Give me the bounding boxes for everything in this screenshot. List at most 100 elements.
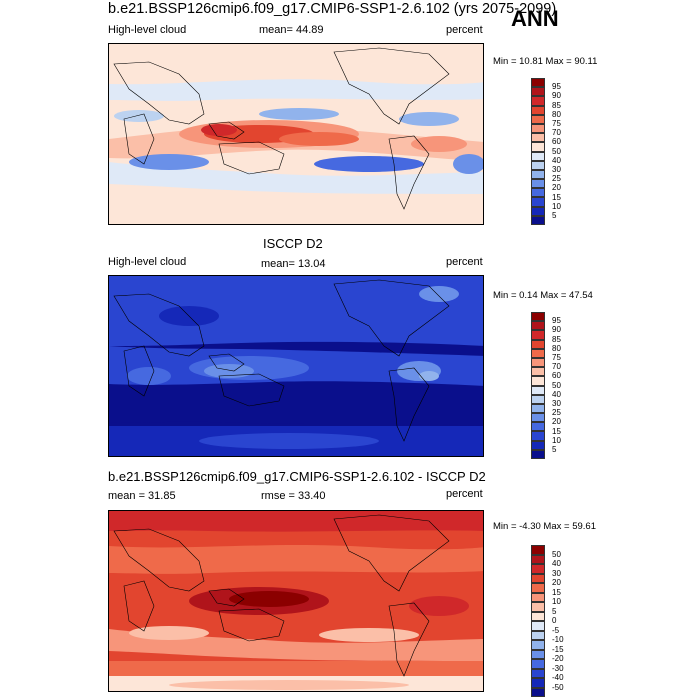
season-label: ANN [511, 6, 559, 31]
colorbar-segment [531, 96, 545, 106]
colorbar-label: 20 [552, 417, 561, 427]
colorbar-segment [531, 348, 545, 358]
panel3-map [108, 510, 484, 692]
colorbar-segment [531, 583, 545, 593]
panel2-heading: ISCCP D2 [263, 236, 323, 251]
colorbar-segment [531, 188, 545, 198]
panel2-variable: High-level cloud [108, 256, 187, 268]
panel1-mean: mean= 44.89 [259, 24, 324, 36]
colorbar-segment [531, 123, 545, 134]
colorbar-label: 75 [552, 353, 561, 362]
colorbar-label: 50 [552, 549, 561, 559]
colorbar-label: 30 [552, 399, 561, 408]
colorbar-segment [531, 312, 545, 322]
colorbar-label: 10 [552, 597, 561, 606]
colorbar-label: 25 [552, 174, 561, 184]
panel3-colorbar [531, 545, 545, 697]
colorbar-segment [531, 545, 545, 555]
panel3-units: percent [446, 488, 483, 500]
colorbar-label: 15 [552, 587, 561, 597]
colorbar-segment [531, 169, 545, 180]
colorbar-segment [531, 367, 545, 377]
colorbar-label: 40 [552, 389, 561, 399]
colorbar-label: -20 [552, 654, 564, 663]
colorbar-label: -15 [552, 644, 564, 654]
panel1-colorbar [531, 78, 545, 225]
panel2-map [108, 275, 484, 457]
colorbar-label: 25 [552, 408, 561, 418]
colorbar-label: 30 [552, 568, 561, 578]
colorbar-segment [531, 142, 545, 152]
colorbar-label: 95 [552, 316, 561, 326]
colorbar-label: 95 [552, 82, 561, 92]
panel2-colorbar [531, 312, 545, 459]
colorbar-segment [531, 215, 545, 225]
colorbar-label: 80 [552, 109, 561, 119]
colorbar-segment [531, 330, 545, 340]
colorbar-label: 20 [552, 578, 561, 587]
colorbar-segment [531, 440, 545, 450]
colorbar-label: 5 [552, 445, 557, 454]
colorbar-label: 0 [552, 616, 557, 625]
colorbar-label: 80 [552, 343, 561, 353]
colorbar-label: -50 [552, 682, 564, 692]
panel1-minmax: Min = 10.81 Max = 90.11 [493, 56, 598, 67]
colorbar-label: 50 [552, 380, 561, 390]
colorbar-segment [531, 659, 545, 669]
panel1-units: percent [446, 24, 483, 36]
colorbar-label: -30 [552, 663, 564, 673]
colorbar-label: 5 [552, 606, 557, 616]
colorbar-label: -40 [552, 673, 564, 682]
colorbar-segment [531, 133, 545, 143]
colorbar-segment [531, 602, 545, 612]
colorbar-label: 20 [552, 183, 561, 193]
plot-title: b.e21.BSSP126cmip6.f09_g17.CMIP6-SSP1-2.… [108, 1, 557, 17]
panel1-variable: High-level cloud [108, 24, 187, 36]
colorbar-label: -10 [552, 635, 564, 644]
colorbar-segment [531, 339, 545, 349]
panel1-map [108, 43, 484, 225]
colorbar-label: 60 [552, 371, 561, 381]
panel3-rmse: rmse = 33.40 [261, 490, 326, 502]
colorbar-label: 30 [552, 165, 561, 174]
panel2-mean: mean= 13.04 [261, 258, 326, 270]
colorbar-segment [531, 376, 545, 386]
colorbar-segment [531, 573, 545, 583]
colorbar-segment [531, 554, 545, 564]
colorbar-label: 40 [552, 155, 561, 165]
colorbar-segment [531, 357, 545, 368]
colorbar-segment [531, 640, 545, 650]
colorbar-segment [531, 564, 545, 574]
colorbar-segment [531, 151, 545, 161]
colorbar-label: 85 [552, 100, 561, 110]
colorbar-segment [531, 413, 545, 423]
colorbar-segment [531, 668, 545, 678]
colorbar-label: 90 [552, 325, 561, 335]
colorbar-segment [531, 431, 545, 441]
colorbar-segment [531, 78, 545, 88]
colorbar-segment [531, 385, 545, 395]
colorbar-segment [531, 206, 545, 216]
colorbar-label: 70 [552, 362, 561, 372]
colorbar-segment [531, 611, 545, 621]
colorbar-label: 50 [552, 146, 561, 156]
colorbar-segment [531, 449, 545, 459]
panel2-units: percent [446, 256, 483, 268]
colorbar-segment [531, 105, 545, 115]
colorbar-segment [531, 321, 545, 331]
colorbar-segment [531, 179, 545, 189]
colorbar-segment [531, 394, 545, 404]
colorbar-segment [531, 114, 545, 124]
colorbar-label: 10 [552, 435, 561, 445]
colorbar-label: 15 [552, 426, 561, 436]
panel3-mean: mean = 31.85 [108, 490, 176, 502]
colorbar-segment [531, 422, 545, 432]
panel2-minmax: Min = 0.14 Max = 47.54 [493, 290, 593, 301]
colorbar-segment [531, 160, 545, 170]
colorbar-segment [531, 678, 545, 688]
panel3-minmax: Min = -4.30 Max = 59.61 [493, 521, 596, 532]
colorbar-segment [531, 630, 545, 640]
panel3-heading: b.e21.BSSP126cmip6.f09_g17.CMIP6-SSP1-2.… [108, 469, 486, 484]
colorbar-segment [531, 87, 545, 97]
colorbar-label: 60 [552, 137, 561, 147]
